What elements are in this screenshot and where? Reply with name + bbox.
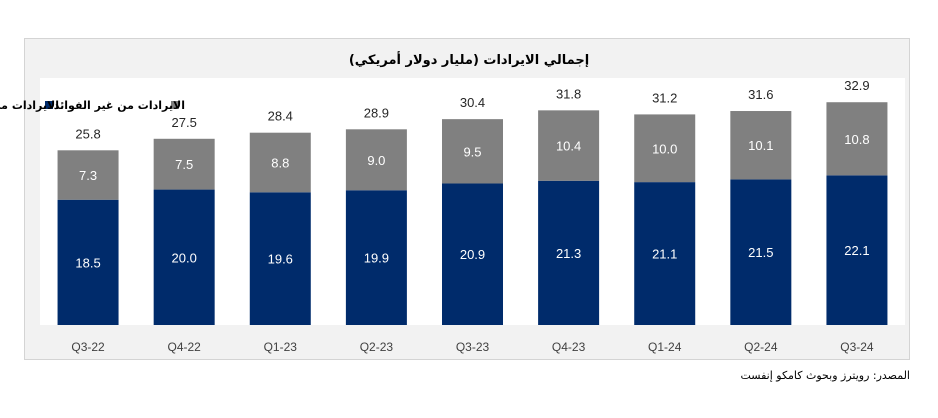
data-label-non-interest: 10.1 — [748, 138, 773, 153]
chart-title: إجمالي الايرادات (مليار دولار أمريكي) — [349, 51, 589, 68]
data-label-total: 32.9 — [844, 78, 869, 93]
x-tick-label: Q4-23 — [552, 340, 586, 354]
data-label-total: 30.4 — [460, 95, 485, 110]
data-label-interest: 19.6 — [268, 252, 293, 267]
x-tick-label: Q3-23 — [456, 340, 490, 354]
legend-swatch-non-interest — [171, 101, 179, 109]
data-label-non-interest: 9.0 — [367, 153, 385, 168]
x-tick-label: Q2-23 — [360, 340, 394, 354]
bar-non-interest — [153, 138, 215, 190]
source-note: المصدر: رويترز وبحوث كامكو إنفست — [740, 369, 910, 382]
bar-non-interest — [826, 102, 888, 176]
bar-non-interest — [249, 132, 311, 193]
data-label-total: 25.8 — [75, 126, 100, 141]
bar-interest — [153, 189, 215, 325]
x-tick-label: Q1-24 — [648, 340, 682, 354]
x-tick-label: Q3-24 — [840, 340, 874, 354]
data-label-non-interest: 10.0 — [652, 141, 677, 156]
data-label-interest: 21.5 — [748, 245, 773, 260]
data-label-total: 27.5 — [172, 115, 197, 130]
x-tick-label: Q2-24 — [744, 340, 778, 354]
data-label-non-interest: 10.4 — [556, 139, 581, 154]
data-label-total: 31.2 — [652, 90, 677, 105]
bar-interest — [730, 179, 792, 325]
legend-label-interest: الايرادات من الفوائد — [0, 99, 59, 112]
bar-non-interest — [57, 150, 119, 200]
data-label-total: 28.9 — [364, 105, 389, 120]
data-label-interest: 19.9 — [364, 251, 389, 266]
data-label-interest: 18.5 — [75, 255, 100, 270]
legend-label-non-interest: الايرادات من غير الفوائد — [54, 99, 185, 112]
data-label-interest: 20.9 — [460, 247, 485, 262]
bar-non-interest — [345, 129, 407, 191]
bar-non-interest — [634, 114, 696, 183]
data-label-non-interest: 7.5 — [175, 157, 193, 172]
bar-interest — [826, 175, 888, 325]
bar-interest — [57, 199, 119, 325]
x-tick-label: Q1-23 — [264, 340, 298, 354]
data-label-non-interest: 10.8 — [844, 132, 869, 147]
bar-interest — [249, 192, 311, 325]
x-tick-label: Q4-22 — [167, 340, 201, 354]
data-label-total: 31.6 — [748, 87, 773, 102]
bar-interest — [634, 182, 696, 325]
data-label-interest: 20.0 — [172, 250, 197, 265]
bar-interest — [345, 190, 407, 325]
bar-interest — [442, 183, 503, 325]
bar-non-interest — [730, 111, 792, 180]
data-label-total: 28.4 — [268, 109, 293, 124]
data-label-total: 31.8 — [556, 86, 581, 101]
x-tick-label: Q3-22 — [71, 340, 105, 354]
bar-non-interest — [538, 110, 600, 181]
data-label-interest: 21.3 — [556, 246, 581, 261]
data-label-interest: 21.1 — [652, 247, 677, 262]
data-label-non-interest: 8.8 — [271, 155, 289, 170]
data-label-interest: 22.1 — [844, 243, 869, 258]
legend-swatch-interest — [45, 101, 53, 109]
data-label-non-interest: 7.3 — [79, 168, 97, 183]
bar-non-interest — [442, 119, 503, 184]
data-label-non-interest: 9.5 — [463, 144, 481, 159]
bar-interest — [538, 180, 600, 325]
